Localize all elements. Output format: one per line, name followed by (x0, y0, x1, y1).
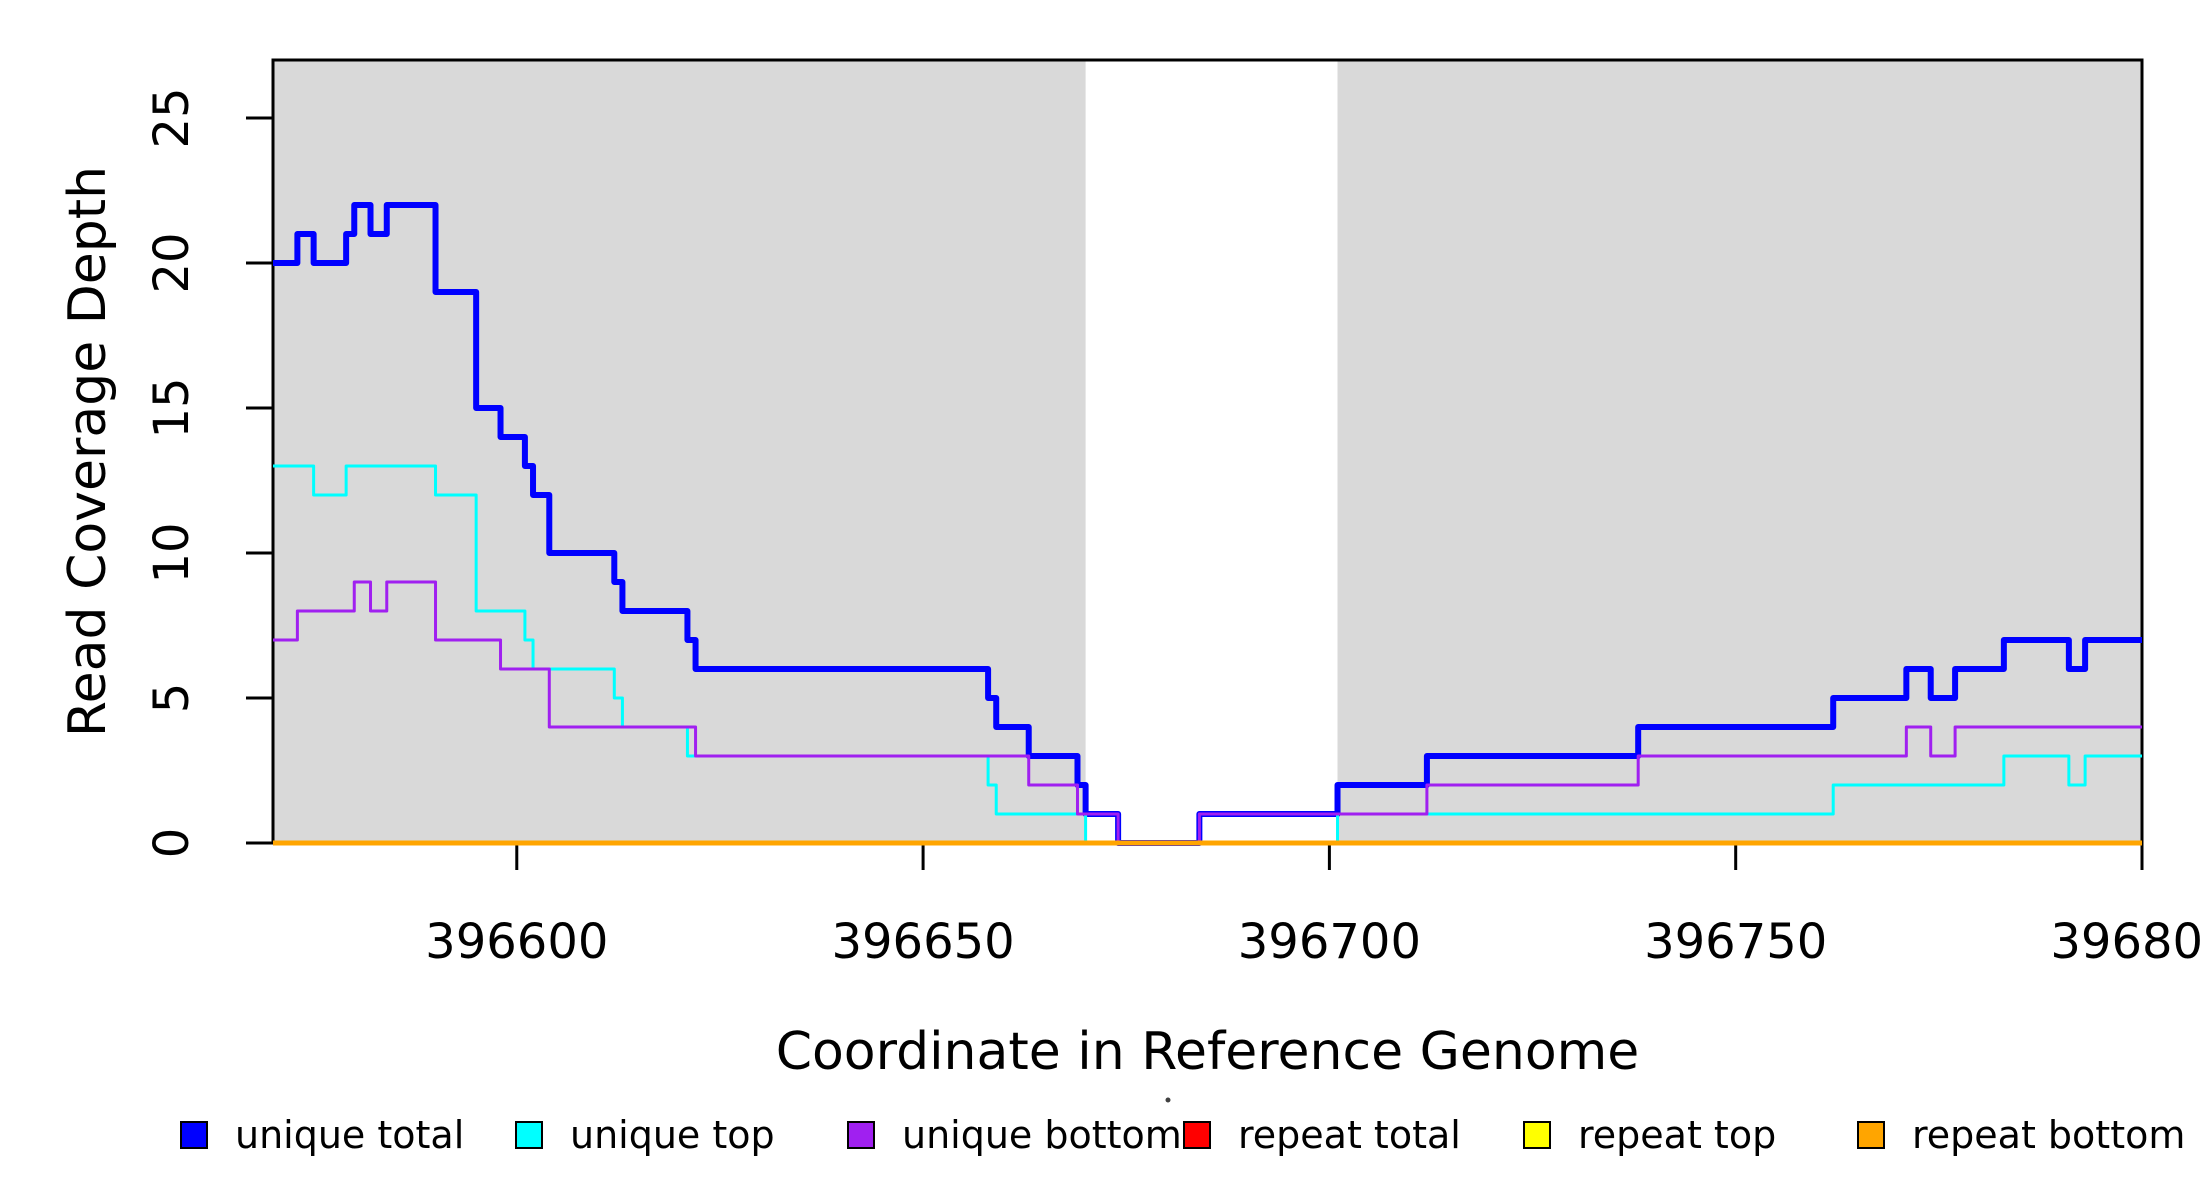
y-tick-label: 15 (144, 377, 200, 438)
legend-label-unique-bottom: unique bottom (902, 1113, 1182, 1157)
x-tick-label: 396600 (425, 914, 608, 970)
stray-mark (1165, 1097, 1171, 1103)
legend-swatch-unique-top (515, 1121, 543, 1149)
legend-label-repeat-bottom: repeat bottom (1912, 1113, 2185, 1157)
x-tick-label: 396750 (1644, 914, 1827, 970)
shaded-region-2 (1337, 60, 2142, 843)
legend-swatch-repeat-top (1523, 1121, 1551, 1149)
legend-label-unique-total: unique total (235, 1113, 464, 1157)
y-axis-title: Read Coverage Depth (58, 166, 118, 737)
x-tick-label: 396700 (1238, 914, 1421, 970)
legend-label-repeat-top: repeat top (1578, 1113, 1776, 1157)
series-unique-top (273, 464, 2142, 845)
y-tick-label: 20 (144, 232, 200, 293)
y-tick-label: 5 (144, 683, 200, 714)
x-axis-title: Coordinate in Reference Genome (776, 1022, 1640, 1082)
legend-label-unique-top: unique top (570, 1113, 775, 1157)
y-tick-label: 0 (144, 828, 200, 859)
series-unique-bottom (273, 580, 2142, 845)
series-unique-total (273, 202, 2142, 846)
legend-swatch-repeat-total (1183, 1121, 1211, 1149)
legend-swatch-repeat-bottom (1857, 1121, 1885, 1149)
shaded-region-1 (273, 60, 1086, 843)
legend-label-repeat-total: repeat total (1238, 1113, 1461, 1157)
x-tick-label: 396650 (831, 914, 1014, 970)
y-tick-label: 10 (144, 522, 200, 583)
legend-swatch-unique-total (180, 1121, 208, 1149)
legend-swatch-unique-bottom (847, 1121, 875, 1149)
y-tick-label: 25 (144, 87, 200, 148)
